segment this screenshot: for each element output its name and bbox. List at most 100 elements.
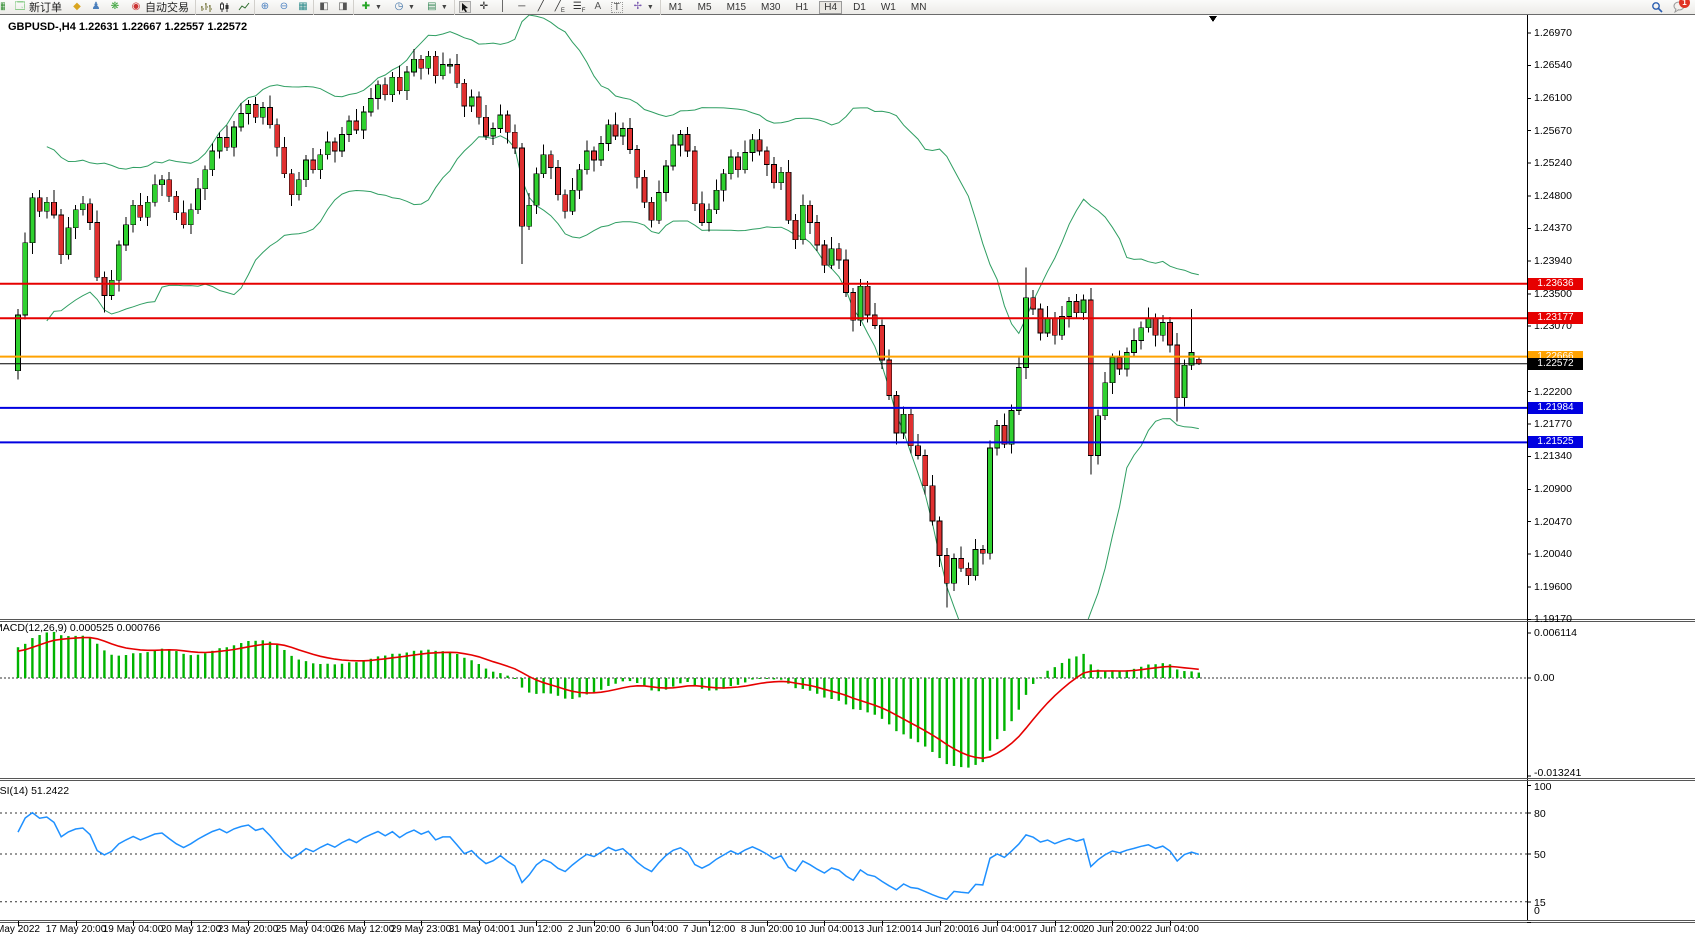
candle-body xyxy=(252,104,259,118)
macd-histogram-bar xyxy=(506,675,509,678)
signal-icon[interactable]: ❋ xyxy=(110,1,120,12)
new-order-button[interactable]: 🗔 新订单 xyxy=(12,1,64,14)
timeframe-button-m15[interactable]: M15 xyxy=(726,1,747,13)
candle-body xyxy=(425,55,432,69)
notification-count-badge: 1 xyxy=(1679,0,1690,8)
candle-body xyxy=(1181,364,1188,399)
chart-window-icon[interactable]: ▦ xyxy=(0,1,5,12)
template-button[interactable]: ▤ ▼ xyxy=(424,1,450,14)
candle-body xyxy=(65,227,72,256)
time-axis-label: 20 May 12:00 xyxy=(160,924,222,935)
channel-tool-icon[interactable]: ╱E xyxy=(554,1,565,14)
template-icon: ▤ xyxy=(427,1,437,12)
candle-body xyxy=(483,116,489,137)
text-tool-icon[interactable]: A xyxy=(594,1,602,12)
macd-histogram-bar xyxy=(304,661,308,678)
macd-histogram-bar xyxy=(463,657,466,678)
macd-histogram-bar xyxy=(1132,668,1136,678)
cursor-icon[interactable] xyxy=(458,1,471,13)
candle-body xyxy=(367,98,374,113)
time-axis-label: 1 Jun 12:00 xyxy=(509,924,563,935)
zoom-out-icon[interactable]: ⊖ xyxy=(279,1,289,12)
timeframe-button-w1[interactable]: W1 xyxy=(880,1,896,13)
fibonacci-tool-icon[interactable]: ☰F xyxy=(572,1,586,14)
candle-body xyxy=(123,224,129,246)
candle-body xyxy=(108,280,115,296)
add-indicator-button[interactable]: ✚ ▼ xyxy=(358,1,384,14)
candle-body xyxy=(137,204,144,218)
candle-body xyxy=(51,201,57,216)
crosshair-icon[interactable]: ✛ xyxy=(479,1,488,12)
macd-histogram-bar xyxy=(1183,671,1186,678)
macd-histogram-bar xyxy=(600,678,603,690)
candle-body xyxy=(58,214,65,256)
current-price-badge: 1.22572 xyxy=(1528,358,1583,370)
macd-histogram-bar xyxy=(880,678,884,719)
zoom-in-icon[interactable]: ⊕ xyxy=(260,1,270,12)
candle-body xyxy=(238,113,245,128)
candle-body xyxy=(267,107,273,126)
macd-histogram-bar xyxy=(650,678,653,691)
market-watch-icon[interactable]: ◆ xyxy=(73,1,81,12)
macd-histogram-bar xyxy=(204,653,207,678)
macd-histogram-bar xyxy=(787,678,790,684)
level-lines-layer xyxy=(0,282,1527,444)
search-icon[interactable] xyxy=(1651,1,1663,13)
candle-body xyxy=(641,177,648,203)
macd-histogram-bar xyxy=(628,678,632,682)
candle-body xyxy=(288,173,295,196)
candle-body xyxy=(634,149,641,178)
candlestick-chart-icon[interactable] xyxy=(219,1,231,13)
candle-body xyxy=(1102,382,1109,417)
tile-windows-icon[interactable]: ▦ xyxy=(298,1,308,12)
vertical-line-tool-icon[interactable]: │ xyxy=(499,1,506,12)
candle-body xyxy=(101,277,108,296)
macd-histogram-bar xyxy=(420,650,423,678)
timeframe-button-m5[interactable]: M5 xyxy=(697,1,712,13)
macd-histogram-bar xyxy=(873,678,876,715)
toolbar-group-arrange: ◧ ◨ xyxy=(313,0,353,15)
text-label-tool-icon[interactable]: T xyxy=(610,1,623,13)
time-axis-label: 17 May 20:00 xyxy=(45,924,107,935)
autotrade-button[interactable]: ◉ 自动交易 xyxy=(128,1,191,14)
bar-chart-icon[interactable] xyxy=(200,1,212,13)
arrange-right-icon[interactable]: ◨ xyxy=(338,1,348,12)
macd-tick-label: -0.013241 xyxy=(1534,767,1582,779)
trendline-tool-icon[interactable]: ╱ xyxy=(537,1,544,12)
time-axis-label: 14 Jun 20:00 xyxy=(911,924,969,935)
period-button[interactable]: ◷ ▼ xyxy=(391,1,417,14)
macd-signal-line xyxy=(17,636,1199,760)
arrange-left-icon[interactable]: ◧ xyxy=(319,1,329,12)
profile-icon[interactable]: ♟ xyxy=(91,1,101,12)
macd-histogram-bar xyxy=(297,659,300,678)
horizontal-line-tool-icon[interactable]: ─ xyxy=(518,1,526,12)
macd-histogram-bar xyxy=(391,653,394,678)
arrows-tool-button[interactable]: ✢ ▼ xyxy=(630,1,656,14)
candle-body xyxy=(807,204,813,223)
line-chart-icon[interactable] xyxy=(238,1,250,13)
candle-body xyxy=(1051,317,1058,336)
rsi-tick-label: 80 xyxy=(1534,808,1546,820)
macd-tick-label: 0.00 xyxy=(1534,672,1555,684)
macd-histogram-bar xyxy=(405,652,408,678)
candle-body xyxy=(159,179,165,186)
time-axis-label: 17 Jun 12:00 xyxy=(1026,924,1084,935)
notifications-icon[interactable]: 1 xyxy=(1673,0,1690,14)
timeframe-button-m1[interactable]: M1 xyxy=(668,1,683,13)
timeframe-button-h4[interactable]: H4 xyxy=(819,0,843,14)
timeframe-button-mn[interactable]: MN xyxy=(910,1,927,13)
candle-body xyxy=(972,549,979,577)
add-indicator-icon: ✚ xyxy=(361,1,371,12)
chart-title: GBPUSD-,H4 1.22631 1.22667 1.22557 1.225… xyxy=(8,21,248,33)
macd-histogram-bar xyxy=(715,678,718,691)
timeframe-button-h1[interactable]: H1 xyxy=(795,1,809,13)
candle-body xyxy=(583,150,590,171)
macd-histogram-bar xyxy=(160,648,164,678)
timeframe-button-d1[interactable]: D1 xyxy=(853,1,866,13)
price-tick-label: 1.22200 xyxy=(1534,386,1572,398)
price-tick-label: 1.25670 xyxy=(1534,125,1572,137)
time-axis-label: May 2022 xyxy=(0,924,40,935)
timeframe-button-m30[interactable]: M30 xyxy=(761,1,781,13)
